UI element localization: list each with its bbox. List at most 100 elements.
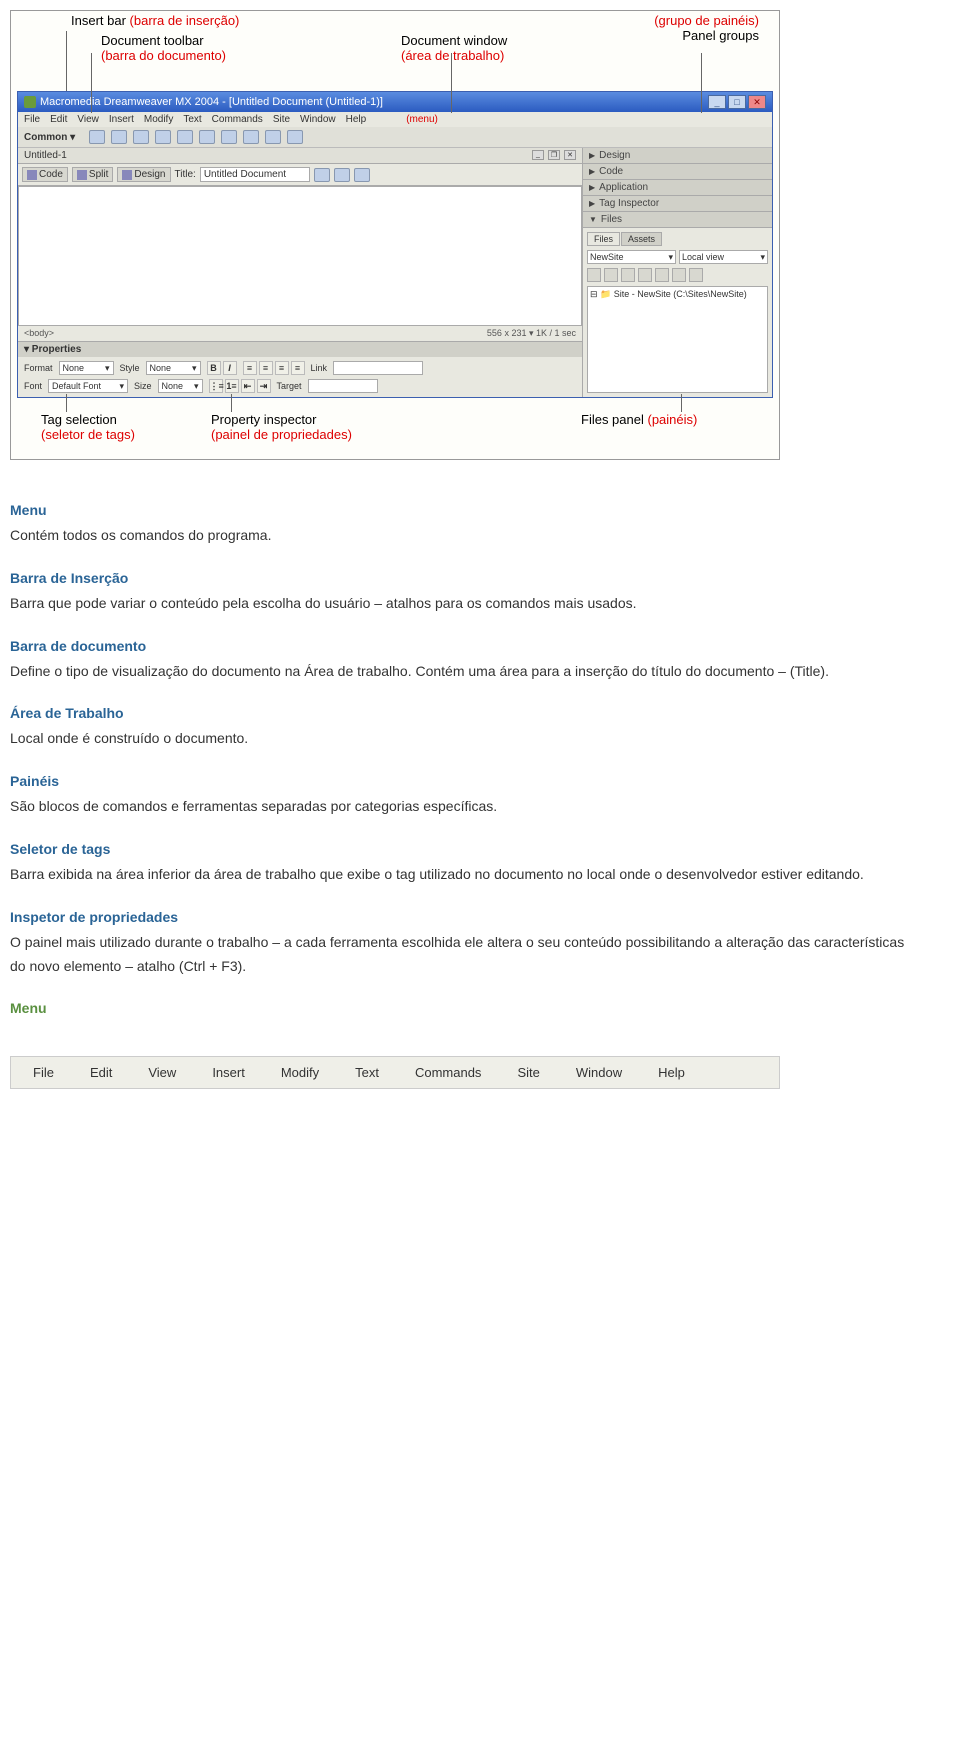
panel-code[interactable]: ▶Code (583, 164, 772, 180)
toolbar-icon[interactable] (334, 168, 350, 182)
menu-strip-item[interactable]: View (130, 1061, 194, 1084)
font-label: Font (24, 381, 42, 391)
insert-icon[interactable] (243, 130, 259, 144)
insert-icon[interactable] (199, 130, 215, 144)
align-justify-button[interactable]: ≡ (291, 361, 305, 375)
titlebar: Macromedia Dreamweaver MX 2004 - [Untitl… (18, 92, 772, 112)
annotated-screenshot: Insert bar (barra de inserção) Document … (10, 10, 780, 460)
tag-selector[interactable]: <body> (24, 328, 54, 339)
docbar-heading: Barra de documento (10, 638, 910, 654)
align-right-button[interactable]: ≡ (275, 361, 289, 375)
toolbar-icon[interactable] (314, 168, 330, 182)
insert-text: Barra que pode variar o conteúdo pela es… (10, 592, 910, 616)
menu-strip-item[interactable]: Modify (263, 1061, 337, 1084)
title-input[interactable]: Untitled Document (200, 167, 310, 182)
target-label: Target (277, 381, 302, 391)
panel-application[interactable]: ▶Application (583, 180, 772, 196)
menu-strip-item[interactable]: Insert (194, 1061, 263, 1084)
status-size: 556 x 231 ▾ 1K / 1 sec (487, 328, 576, 339)
doc-tab[interactable]: Untitled-1 (24, 150, 67, 161)
outdent-button[interactable]: ⇤ (241, 379, 255, 393)
close-button[interactable]: ✕ (748, 95, 766, 109)
menu-insert[interactable]: Insert (109, 114, 134, 125)
tag-selection-label-en: Tag selection (41, 412, 117, 427)
target-input[interactable] (308, 379, 378, 393)
menu-commands[interactable]: Commands (212, 114, 263, 125)
menu-help[interactable]: Help (346, 114, 367, 125)
menu-heading: Menu (10, 502, 910, 518)
toolbar-icon[interactable] (354, 168, 370, 182)
title-label: Title: (175, 169, 196, 180)
list-ol-button[interactable]: 1≡ (225, 379, 239, 393)
panel-design[interactable]: ▶Design (583, 148, 772, 164)
menu-text: Contém todos os comandos do programa. (10, 524, 910, 548)
size-select[interactable]: None▾ (158, 379, 203, 393)
menu-strip-item[interactable]: Edit (72, 1061, 130, 1084)
list-ul-button[interactable]: ⋮≡ (209, 379, 223, 393)
files-icon[interactable] (689, 268, 703, 282)
assets-tab[interactable]: Assets (621, 232, 662, 246)
site-select[interactable]: NewSite▾ (587, 250, 676, 264)
insert-icon[interactable] (221, 130, 237, 144)
insert-bar: Common ▾ (18, 127, 772, 148)
files-tree[interactable]: ⊟ 📁 Site - NewSite (C:\Sites\NewSite) (587, 286, 768, 393)
insert-icon[interactable] (265, 130, 281, 144)
view-split-button[interactable]: Split (72, 167, 113, 182)
menu-strip-item[interactable]: Window (558, 1061, 640, 1084)
menu-edit[interactable]: Edit (50, 114, 67, 125)
document-area: Untitled-1 _ ❐ ✕ Code Split Design Title… (18, 148, 582, 397)
menu-view[interactable]: View (77, 114, 99, 125)
menu-strip-item[interactable]: Commands (397, 1061, 499, 1084)
panel-tag-inspector[interactable]: ▶Tag Inspector (583, 196, 772, 212)
view-code-button[interactable]: Code (22, 167, 68, 182)
menubar: File Edit View Insert Modify Text Comman… (18, 112, 772, 127)
menu-text[interactable]: Text (183, 114, 201, 125)
link-input[interactable] (333, 361, 423, 375)
style-select[interactable]: None▾ (146, 361, 201, 375)
insert-icon[interactable] (111, 130, 127, 144)
properties-header[interactable]: ▾ Properties (18, 341, 582, 357)
insert-icon[interactable] (177, 130, 193, 144)
menu-strip-item[interactable]: Site (499, 1061, 557, 1084)
bold-button[interactable]: B (207, 361, 221, 375)
italic-button[interactable]: I (223, 361, 237, 375)
view-design-button[interactable]: Design (117, 167, 170, 182)
align-center-button[interactable]: ≡ (259, 361, 273, 375)
files-icon[interactable] (638, 268, 652, 282)
files-icon[interactable] (604, 268, 618, 282)
format-select[interactable]: None▾ (59, 361, 114, 375)
menu-strip-item[interactable]: File (15, 1061, 72, 1084)
minimize-button[interactable]: _ (708, 95, 726, 109)
insert-icon[interactable] (133, 130, 149, 144)
doc-restore[interactable]: ❐ (548, 150, 560, 160)
files-icon[interactable] (621, 268, 635, 282)
insert-icon[interactable] (89, 130, 105, 144)
menu-window[interactable]: Window (300, 114, 336, 125)
files-icon[interactable] (587, 268, 601, 282)
menu-site[interactable]: Site (273, 114, 290, 125)
panel-files[interactable]: ▼Files (583, 212, 772, 228)
maximize-button[interactable]: □ (728, 95, 746, 109)
insert-icon[interactable] (155, 130, 171, 144)
insert-category[interactable]: Common ▾ (24, 132, 83, 143)
prop-inspector-label-en: Property inspector (211, 412, 317, 427)
doc-minimize[interactable]: _ (532, 150, 544, 160)
files-icon[interactable] (672, 268, 686, 282)
menu-file[interactable]: File (24, 114, 40, 125)
files-icon[interactable] (655, 268, 669, 282)
menu-strip-item[interactable]: Help (640, 1061, 703, 1084)
view-select[interactable]: Local view▾ (679, 250, 768, 264)
style-label: Style (120, 363, 140, 373)
design-canvas[interactable] (18, 186, 582, 326)
font-select[interactable]: Default Font▾ (48, 379, 128, 393)
doc-close[interactable]: ✕ (564, 150, 576, 160)
menu-strip-item[interactable]: Text (337, 1061, 397, 1084)
seletor-heading: Seletor de tags (10, 841, 910, 857)
files-tab[interactable]: Files (587, 232, 620, 246)
dreamweaver-window: Macromedia Dreamweaver MX 2004 - [Untitl… (17, 91, 773, 398)
menu-modify[interactable]: Modify (144, 114, 173, 125)
align-left-button[interactable]: ≡ (243, 361, 257, 375)
indent-button[interactable]: ⇥ (257, 379, 271, 393)
doc-window-label-pt: (área de trabalho) (401, 48, 504, 63)
insert-icon[interactable] (287, 130, 303, 144)
